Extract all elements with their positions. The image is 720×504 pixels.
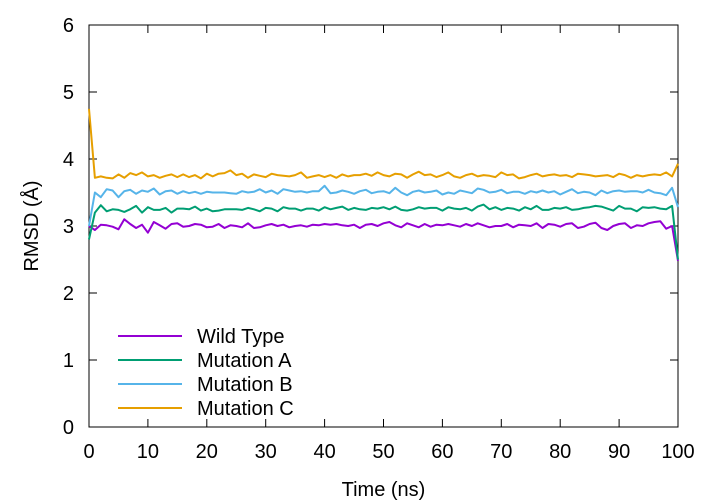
y-tick-label: 6	[63, 15, 74, 37]
x-axis-title: Time (ns)	[342, 479, 426, 501]
series-layer	[88, 108, 679, 261]
series-line-mutation-b	[88, 184, 679, 227]
y-tick-label: 4	[63, 149, 74, 171]
x-tick-label: 40	[313, 441, 335, 463]
y-tick-label: 1	[63, 350, 74, 372]
x-tick-label: 20	[196, 441, 218, 463]
x-tick-label: 10	[137, 441, 159, 463]
y-axis-title: RMSD (Å)	[20, 180, 43, 271]
x-tick-label: 0	[83, 441, 94, 463]
x-tick-label: 80	[549, 441, 571, 463]
legend-label-mutation-c: Mutation C	[197, 398, 294, 420]
series-line-mutation-c	[88, 108, 679, 180]
x-tick-label: 30	[255, 441, 277, 463]
axis-ticks: 0 10 20 30 40 50 60 70 80 90 100 0 1 2 3 4 5 6	[63, 15, 695, 463]
x-tick-label: 70	[490, 441, 512, 463]
x-tick-label: 100	[661, 441, 694, 463]
series-line-wild-type	[88, 218, 679, 261]
y-tick-label: 3	[63, 216, 74, 238]
legend-label-mutation-b: Mutation B	[197, 374, 293, 396]
legend-label-mutation-a: Mutation A	[197, 350, 292, 372]
y-tick-label: 5	[63, 82, 74, 104]
x-tick-label: 60	[431, 441, 453, 463]
x-tick-label: 50	[372, 441, 394, 463]
x-tick-label: 90	[608, 441, 630, 463]
y-tick-label: 0	[63, 417, 74, 439]
y-tick-label: 2	[63, 283, 74, 305]
legend-label-wild-type: Wild Type	[197, 326, 284, 348]
series-line-mutation-a	[88, 203, 679, 260]
